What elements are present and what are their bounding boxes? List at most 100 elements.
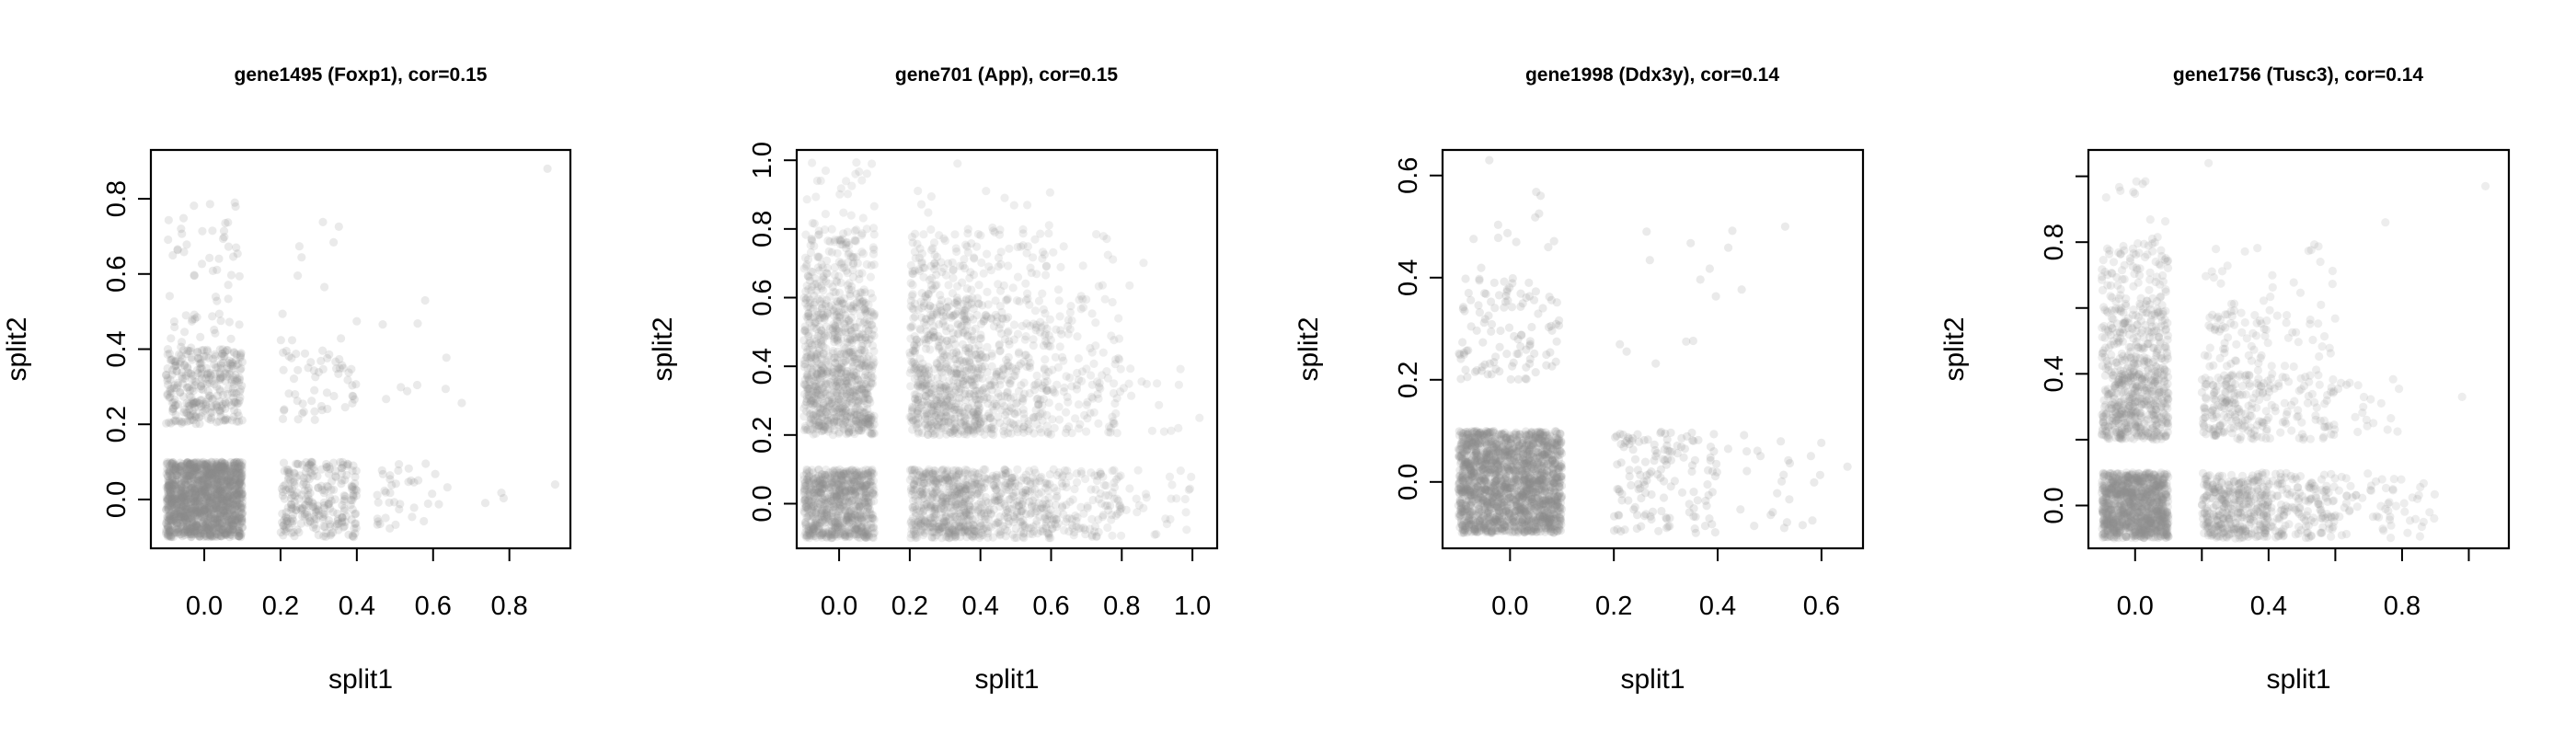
data-point bbox=[930, 504, 939, 513]
data-point bbox=[326, 504, 335, 513]
data-point bbox=[989, 505, 998, 514]
data-point bbox=[209, 477, 218, 486]
data-point bbox=[176, 508, 185, 517]
data-point bbox=[1087, 485, 1096, 494]
data-point bbox=[1010, 482, 1019, 491]
data-point bbox=[420, 295, 430, 305]
data-point bbox=[409, 477, 419, 487]
data-point bbox=[1070, 485, 1079, 494]
data-point bbox=[1176, 466, 1185, 476]
data-point bbox=[163, 488, 173, 497]
data-point bbox=[339, 460, 348, 469]
data-point bbox=[226, 530, 236, 539]
data-point bbox=[919, 397, 928, 407]
data-point bbox=[954, 509, 963, 518]
data-point bbox=[807, 397, 816, 406]
data-point bbox=[310, 385, 319, 395]
data-point bbox=[929, 399, 938, 409]
data-point bbox=[423, 499, 432, 509]
data-point bbox=[289, 374, 299, 384]
data-point bbox=[194, 503, 203, 512]
data-point bbox=[925, 465, 934, 474]
data-point bbox=[235, 320, 244, 329]
data-point bbox=[173, 245, 182, 254]
data-point bbox=[226, 481, 236, 491]
data-point bbox=[948, 403, 957, 412]
data-point bbox=[310, 407, 319, 416]
data-point bbox=[428, 489, 437, 499]
data-point bbox=[962, 366, 972, 375]
data-point bbox=[197, 512, 207, 521]
data-point bbox=[958, 527, 967, 537]
data-point bbox=[168, 473, 178, 483]
data-point bbox=[1041, 478, 1050, 488]
data-point bbox=[826, 489, 835, 499]
data-point bbox=[213, 529, 222, 539]
data-point bbox=[208, 226, 217, 236]
data-point bbox=[305, 517, 315, 526]
data-point bbox=[946, 474, 955, 483]
data-point bbox=[220, 510, 229, 520]
data-point bbox=[224, 515, 233, 524]
data-point bbox=[1030, 477, 1040, 486]
data-point bbox=[197, 402, 206, 411]
data-point bbox=[1046, 534, 1055, 543]
data-point bbox=[186, 459, 195, 468]
data-point bbox=[201, 482, 211, 491]
data-point bbox=[237, 462, 247, 471]
data-point bbox=[193, 530, 203, 539]
data-point bbox=[202, 471, 212, 480]
data-point bbox=[184, 514, 193, 523]
data-point bbox=[183, 458, 192, 467]
data-point bbox=[279, 458, 289, 467]
data-point bbox=[1011, 524, 1020, 534]
data-point bbox=[928, 421, 937, 431]
data-point bbox=[178, 500, 188, 510]
data-point bbox=[226, 466, 236, 476]
data-point bbox=[190, 201, 199, 211]
data-point bbox=[917, 503, 926, 513]
data-point bbox=[945, 488, 954, 498]
data-point bbox=[1098, 472, 1108, 481]
data-point bbox=[215, 512, 224, 521]
data-point bbox=[178, 483, 187, 493]
data-point bbox=[297, 253, 306, 262]
data-point bbox=[385, 523, 395, 534]
data-point bbox=[851, 525, 860, 535]
data-point bbox=[164, 215, 173, 224]
y-tick-label: 0.8 bbox=[102, 180, 132, 217]
data-point bbox=[294, 528, 304, 537]
data-point bbox=[215, 345, 224, 354]
data-point bbox=[935, 380, 944, 389]
data-point bbox=[340, 403, 350, 412]
data-point bbox=[1167, 494, 1176, 503]
data-point bbox=[165, 494, 174, 503]
data-point bbox=[373, 490, 382, 500]
data-point bbox=[231, 475, 240, 485]
data-point bbox=[293, 415, 303, 424]
data-point bbox=[950, 497, 960, 507]
data-point bbox=[926, 495, 935, 504]
data-point bbox=[1013, 497, 1022, 506]
data-point bbox=[382, 395, 391, 404]
data-point bbox=[190, 522, 200, 531]
data-point bbox=[190, 463, 199, 472]
data-point bbox=[1152, 530, 1161, 539]
data-point bbox=[914, 516, 924, 525]
data-point bbox=[230, 349, 239, 358]
x-axis: 0.0 0.2 0.4 0.6 0.8 bbox=[186, 548, 528, 621]
data-point bbox=[214, 485, 224, 494]
data-point bbox=[230, 485, 240, 495]
data-point bbox=[186, 523, 195, 534]
data-point bbox=[304, 483, 314, 493]
data-point bbox=[190, 486, 199, 495]
data-point bbox=[166, 532, 175, 541]
data-point bbox=[308, 471, 317, 480]
data-point bbox=[1070, 527, 1079, 537]
data-point bbox=[198, 519, 208, 528]
data-point bbox=[215, 523, 224, 533]
data-point bbox=[918, 481, 927, 491]
data-point bbox=[206, 464, 215, 473]
data-point bbox=[181, 486, 190, 495]
